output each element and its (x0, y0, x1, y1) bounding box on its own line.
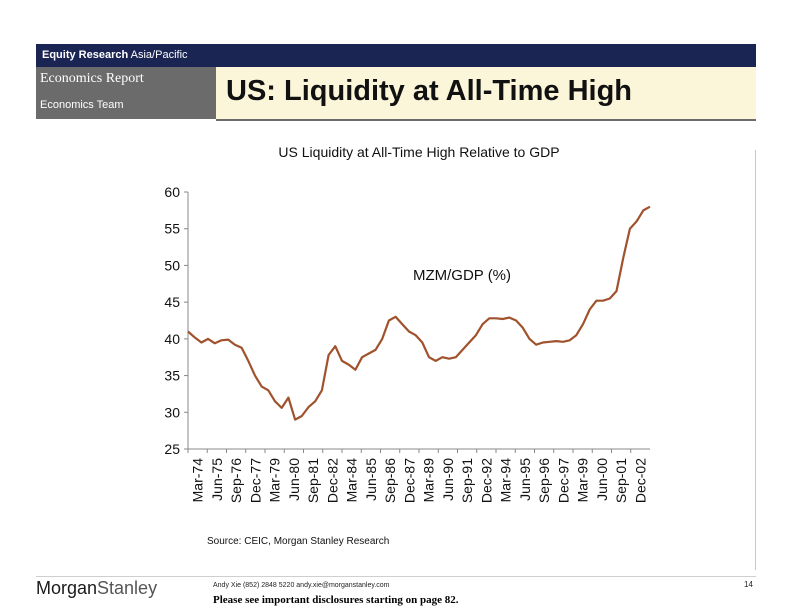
team-label: Economics Team (40, 99, 124, 111)
x-tick-label: Jun-75 (209, 458, 225, 501)
analyst-contact: Andy Xie (852) 2848 5220 andy.xie@morgan… (213, 582, 390, 589)
x-tick-label: Sep-96 (536, 458, 552, 503)
y-tick-label: 40 (164, 331, 180, 347)
chart-title: US Liquidity at All-Time High Relative t… (278, 144, 559, 160)
x-tick-label: Sep-76 (228, 458, 244, 503)
x-tick-label: Mar-89 (421, 458, 437, 503)
series-line-mzm-gdp (187, 205, 651, 421)
x-tick-label: Mar-79 (267, 458, 283, 503)
header-bar: Equity Research Asia/Pacific (36, 44, 756, 67)
right-divider (755, 150, 756, 570)
x-tick-label: Dec-92 (478, 458, 494, 503)
y-tick-label: 60 (164, 184, 180, 200)
x-tick-label: Jun-90 (440, 458, 456, 501)
x-tick-label: Sep-91 (459, 458, 475, 503)
x-tick-label: Jun-80 (286, 458, 302, 501)
x-tick-label: Dec-02 (632, 458, 648, 503)
x-tick-label: Dec-97 (555, 458, 571, 503)
morgan-stanley-logo: MorganStanley (36, 578, 157, 599)
series-annotation: MZM/GDP (%) (413, 267, 511, 284)
y-tick-label: 30 (164, 404, 180, 420)
x-tick-label: Dec-82 (324, 458, 340, 503)
x-tick-label: Sep-86 (382, 458, 398, 503)
liquidity-chart: US Liquidity at All-Time High Relative t… (150, 140, 670, 550)
title-box: US: Liquidity at All-Time High (216, 67, 756, 121)
logo-light-text: Stanley (97, 578, 158, 598)
x-tick-label: Jun-85 (363, 458, 379, 501)
x-tick-label: Dec-77 (247, 458, 263, 503)
y-tick-label: 55 (164, 221, 180, 237)
y-tick-label: 25 (164, 441, 180, 457)
department-label: Equity Research Asia/Pacific (42, 49, 188, 61)
page-number: 14 (744, 580, 753, 589)
disclosure-notice: Please see important disclosures startin… (213, 594, 459, 606)
x-tick-label: Mar-94 (498, 458, 514, 503)
x-tick-label: Mar-99 (575, 458, 591, 503)
y-tick-label: 35 (164, 368, 180, 384)
x-tick-label: Jun-00 (594, 458, 610, 501)
chart-svg: US Liquidity at All-Time High Relative t… (164, 144, 651, 503)
y-tick-label: 50 (164, 257, 180, 273)
y-tick-label: 45 (164, 294, 180, 310)
logo-main-text: Morgan (36, 578, 98, 598)
x-tick-label: Sep-81 (305, 458, 321, 503)
report-type: Economics Report (40, 71, 144, 86)
region-label: Asia/Pacific (130, 49, 188, 61)
x-tick-label: Sep-01 (613, 458, 629, 503)
report-info-box: Economics Report Economics Team (36, 67, 216, 119)
x-tick-label: Mar-74 (190, 458, 206, 503)
x-tick-label: Mar-84 (344, 458, 360, 503)
department-name: Equity Research (42, 49, 129, 61)
chart-source: Source: CEIC, Morgan Stanley Research (207, 536, 390, 547)
x-tick-label: Jun-95 (517, 458, 533, 501)
x-tick-label: Dec-87 (401, 458, 417, 503)
footer-divider (36, 576, 756, 577)
page-title: US: Liquidity at All-Time High (226, 75, 632, 107)
